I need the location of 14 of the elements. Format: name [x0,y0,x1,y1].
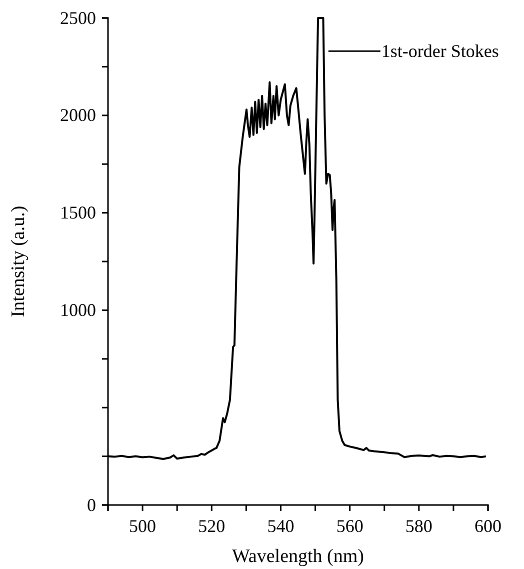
y-tick-label: 0 [87,494,96,515]
y-tick-label: 2000 [60,105,96,126]
x-tick-label: 500 [129,516,156,536]
x-tick-label: 520 [198,516,226,536]
y-axis-title: Intensity (a.u.) [8,206,29,318]
annotation: 1st-order Stokes [381,41,499,62]
y-tick-label: 1500 [60,202,96,223]
y-tick-label: 1000 [60,300,96,320]
x-tick-label: 560 [336,516,364,536]
x-tick-label: 580 [405,516,432,536]
x-axis-title: Wavelength (nm) [232,546,364,567]
y-tick-label: 2500 [60,8,96,28]
x-tick-label: 540 [267,516,294,536]
x-tick-label: 600 [474,516,502,536]
